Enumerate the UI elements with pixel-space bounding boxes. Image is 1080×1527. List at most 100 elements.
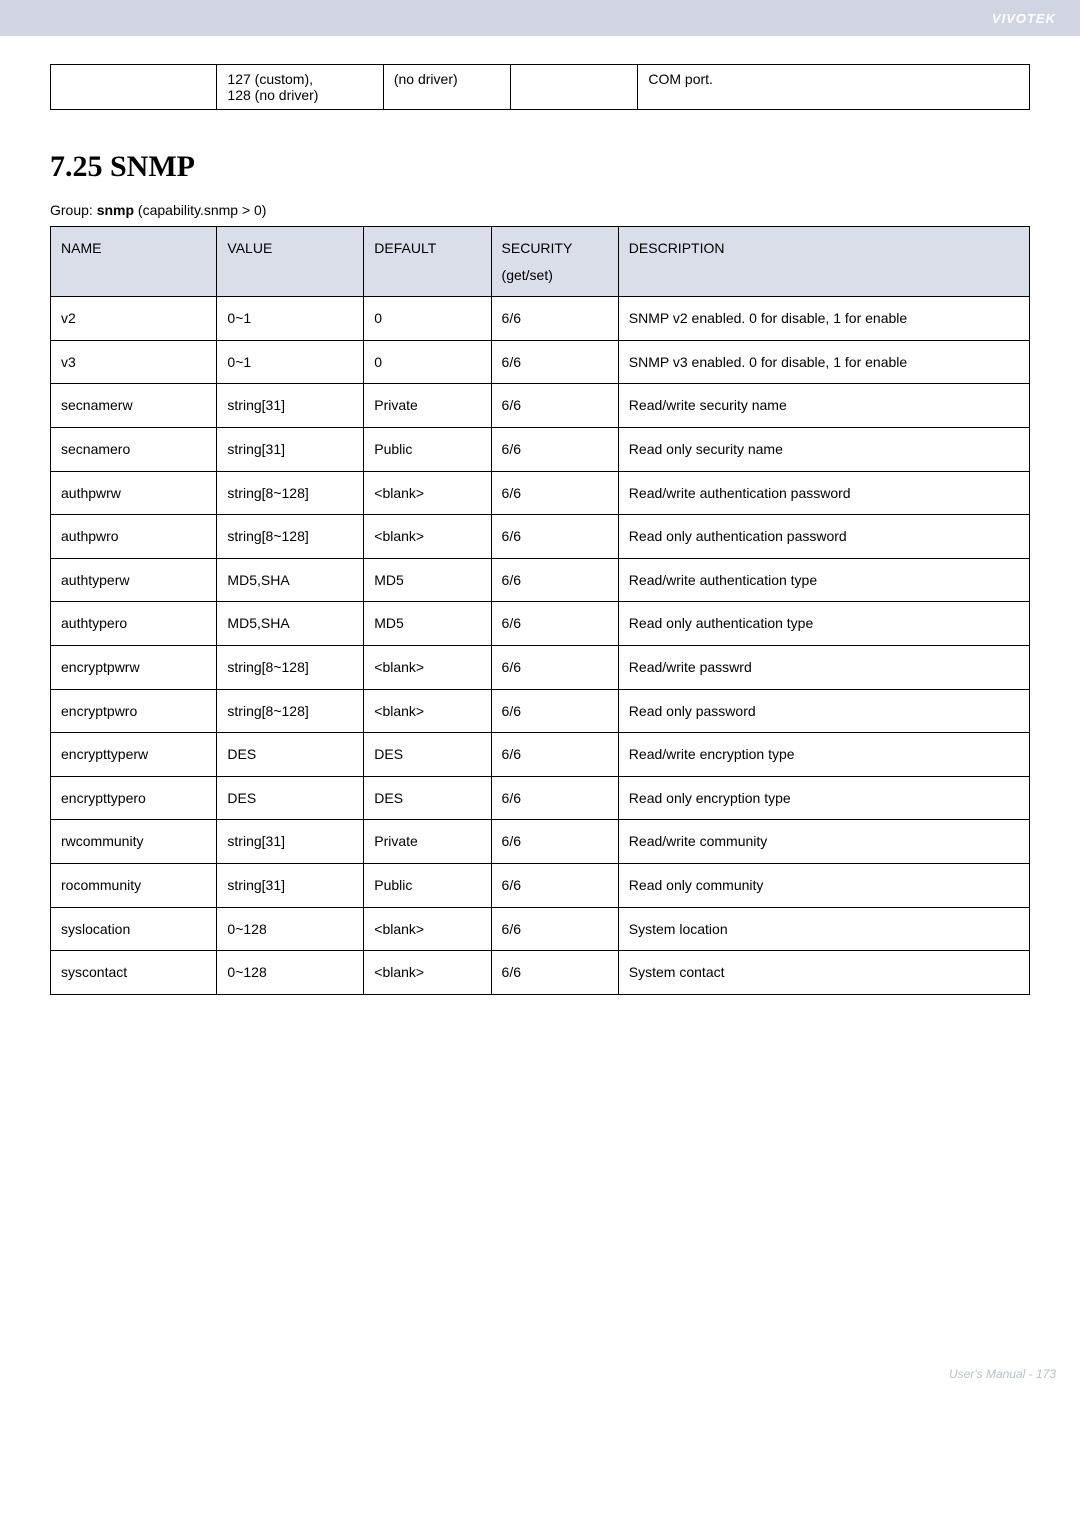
cell-default: 0 [364,340,491,384]
cell-default: 0 [364,297,491,341]
cell-value: 0~128 [217,951,364,995]
cell-name: authtyperw [51,558,217,602]
cell-desc: Read only security name [618,427,1029,471]
cell-default: <blank> [364,471,491,515]
header-value: VALUE [217,227,364,297]
table-row: authtyperwMD5,SHAMD56/6Read/write authen… [51,558,1030,602]
cell-value: 0~1 [217,297,364,341]
cell-security: 6/6 [491,733,618,777]
cell-default: Private [364,384,491,428]
cell-desc: Read only authentication type [618,602,1029,646]
table-row: encrypttyperwDESDES6/6Read/write encrypt… [51,733,1030,777]
cell-default: Public [364,863,491,907]
section-title: 7.25 SNMP [50,150,1030,184]
cell-security: 6/6 [491,427,618,471]
cell-name: encryptpwro [51,689,217,733]
table-row: v20~106/6SNMP v2 enabled. 0 for disable,… [51,297,1030,341]
cell-name: encrypttyperw [51,733,217,777]
table-row: syscontact0~128<blank>6/6System contact [51,951,1030,995]
cell-description: COM port. [638,65,1030,110]
cell-line: 128 (no driver) [227,87,372,103]
cell-security: 6/6 [491,951,618,995]
cell-security: 6/6 [491,384,618,428]
cell-value: 127 (custom), 128 (no driver) [217,65,383,110]
page-content: 127 (custom), 128 (no driver) (no driver… [0,64,1080,995]
cell-security: 6/6 [491,820,618,864]
cell-desc: Read only encryption type [618,776,1029,820]
cell-name: v2 [51,297,217,341]
cell-default: <blank> [364,689,491,733]
cell-default: <blank> [364,951,491,995]
cell-security: 6/6 [491,558,618,602]
cell-desc: Read/write authentication type [618,558,1029,602]
cell-default: Public [364,427,491,471]
cell-security: 6/6 [491,907,618,951]
cell-default: (no driver) [383,65,510,110]
header-name: NAME [51,227,217,297]
cell-default: <blank> [364,645,491,689]
cell-name: rwcommunity [51,820,217,864]
table-row: encryptpwrostring[8~128]<blank>6/6Read o… [51,689,1030,733]
table-row: secnamerostring[31]Public6/6Read only se… [51,427,1030,471]
cell-value: string[8~128] [217,689,364,733]
table-header-row: NAME VALUE DEFAULT SECURITY (get/set) DE… [51,227,1030,297]
cell-security: 6/6 [491,471,618,515]
cell-name: encryptpwrw [51,645,217,689]
group-name: snmp [97,202,134,218]
cell-security: 6/6 [491,515,618,559]
cell-value: 0~128 [217,907,364,951]
cell-empty [51,65,217,110]
cell-value: string[31] [217,427,364,471]
cell-default: <blank> [364,515,491,559]
cell-desc: SNMP v2 enabled. 0 for disable, 1 for en… [618,297,1029,341]
cell-value: MD5,SHA [217,602,364,646]
header-security: SECURITY (get/set) [491,227,618,297]
group-prefix: Group: [50,202,97,218]
header-security-a: SECURITY [502,235,608,262]
table-row: rocommunitystring[31]Public6/6Read only … [51,863,1030,907]
header-bar: VIVOTEK [0,0,1080,36]
cell-name: rocommunity [51,863,217,907]
cell-value: string[31] [217,863,364,907]
cell-value: string[8~128] [217,471,364,515]
cell-desc: SNMP v3 enabled. 0 for disable, 1 for en… [618,340,1029,384]
cell-default: Private [364,820,491,864]
cell-name: syslocation [51,907,217,951]
cell-name: syscontact [51,951,217,995]
cell-default: <blank> [364,907,491,951]
cell-value: string[31] [217,384,364,428]
table-row: authtyperoMD5,SHAMD56/6Read only authent… [51,602,1030,646]
cell-desc: Read/write community [618,820,1029,864]
cell-name: authpwro [51,515,217,559]
table-row: rwcommunitystring[31]Private6/6Read/writ… [51,820,1030,864]
group-suffix: (capability.snmp > 0) [134,202,266,218]
cell-name: encrypttypero [51,776,217,820]
top-table: 127 (custom), 128 (no driver) (no driver… [50,64,1030,110]
cell-security: 6/6 [491,776,618,820]
cell-desc: Read only community [618,863,1029,907]
cell-name: v3 [51,340,217,384]
header-security-b: (get/set) [502,262,608,289]
snmp-table: NAME VALUE DEFAULT SECURITY (get/set) DE… [50,226,1030,995]
table-row: v30~106/6SNMP v3 enabled. 0 for disable,… [51,340,1030,384]
cell-name: secnamerw [51,384,217,428]
group-line: Group: snmp (capability.snmp > 0) [50,202,1030,218]
cell-name: authpwrw [51,471,217,515]
cell-line: 127 (custom), [227,71,372,87]
cell-value: DES [217,776,364,820]
table-row: encrypttyperoDESDES6/6Read only encrypti… [51,776,1030,820]
cell-default: MD5 [364,602,491,646]
cell-security: 6/6 [491,689,618,733]
cell-security: 6/6 [491,297,618,341]
table-row: secnamerwstring[31]Private6/6Read/write … [51,384,1030,428]
table-row: authpwrostring[8~128]<blank>6/6Read only… [51,515,1030,559]
cell-name: secnamero [51,427,217,471]
header-description: DESCRIPTION [618,227,1029,297]
cell-value: string[8~128] [217,515,364,559]
cell-desc: System location [618,907,1029,951]
cell-desc: System contact [618,951,1029,995]
cell-value: string[8~128] [217,645,364,689]
cell-default: DES [364,776,491,820]
table-row: 127 (custom), 128 (no driver) (no driver… [51,65,1030,110]
cell-security: 6/6 [491,340,618,384]
